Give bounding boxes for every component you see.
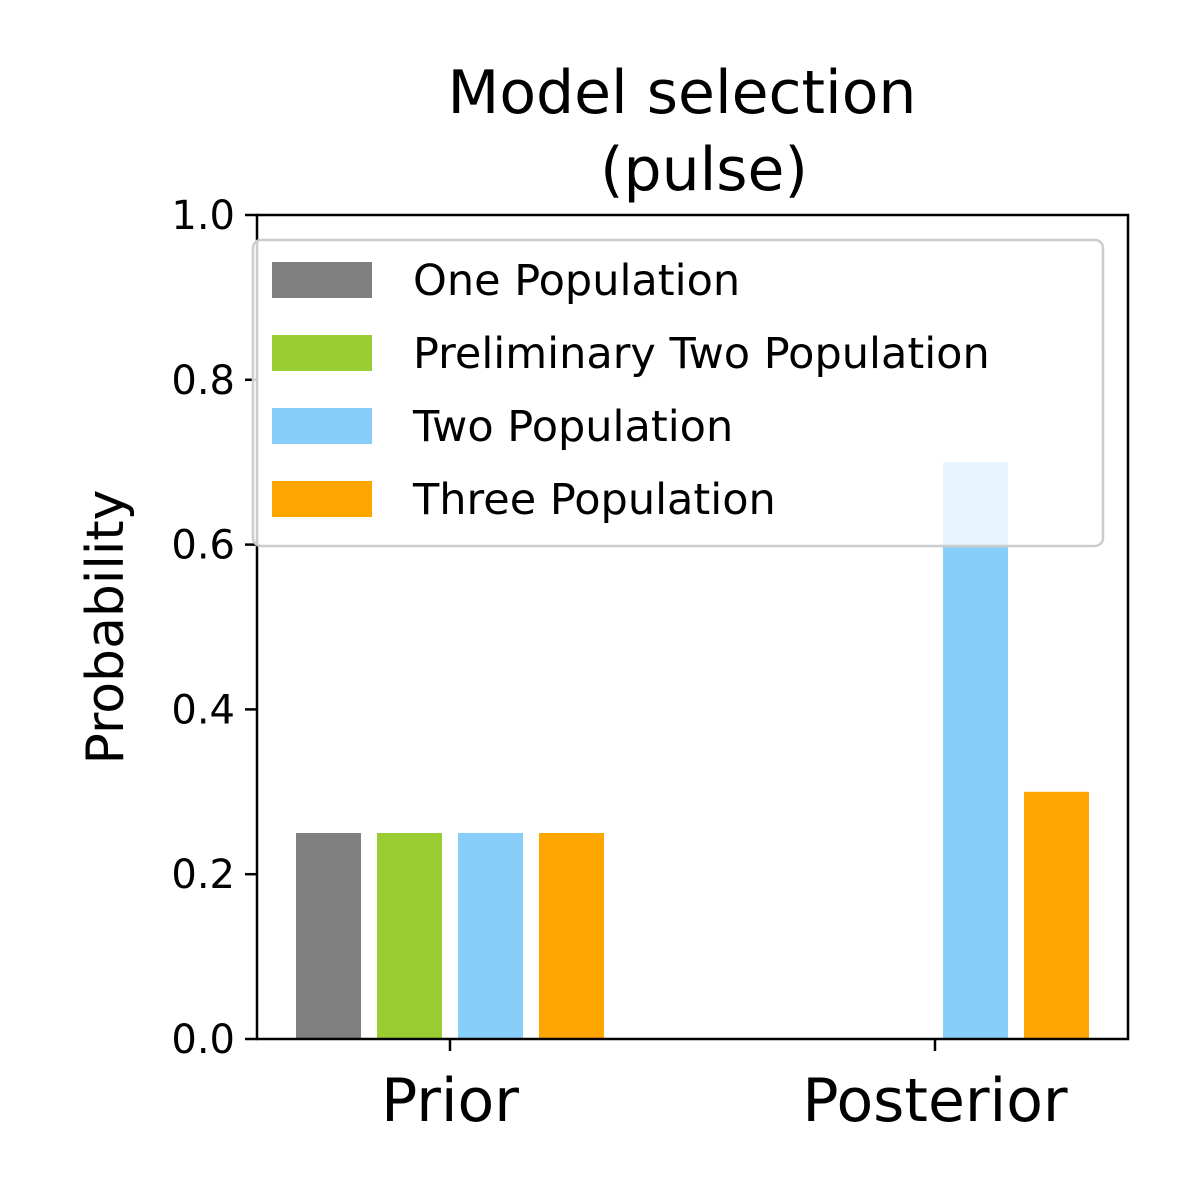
legend-swatch-one-population — [272, 262, 372, 298]
legend-label-two-population: Two Population — [412, 402, 733, 452]
y-tick-label: 1.0 — [171, 193, 235, 239]
plot-frame — [255, 213, 1130, 1041]
x-tick-label-posterior: Posterior — [802, 1066, 1067, 1136]
legend-box — [251, 238, 1105, 548]
y-axis-label: Probability — [76, 490, 136, 765]
legend-label-three-population: Three Population — [412, 475, 776, 525]
chart-title-line-2: (pulse) — [600, 135, 808, 205]
y-tick-label: 0.0 — [171, 1017, 235, 1063]
bar-two-population-prior — [458, 833, 523, 1039]
bar-three-population-posterior — [1024, 791, 1089, 1039]
y-tick-label: 0.6 — [171, 523, 235, 569]
legend-swatch-preliminary-two-population — [272, 335, 372, 371]
y-axis: 0.0 0.2 0.4 0.6 0.8 1.0 — [171, 193, 257, 1063]
legend: One Population Preliminary Two Population… — [251, 238, 1105, 548]
bar-two-population-posterior — [943, 462, 1008, 1039]
legend-label-preliminary-two-population: Preliminary Two Population — [413, 329, 990, 379]
legend-swatch-three-population — [272, 481, 372, 517]
bar-one-population-prior — [296, 833, 361, 1039]
bar-preliminary-two-population-prior — [377, 833, 442, 1039]
legend-label-one-population: One Population — [413, 256, 740, 306]
y-tick-label: 0.4 — [171, 687, 235, 733]
y-tick-label: 0.8 — [171, 358, 235, 404]
bars — [296, 462, 1089, 1039]
bar-three-population-prior — [539, 833, 604, 1039]
legend-swatch-two-population — [272, 408, 372, 444]
y-tick-label: 0.2 — [171, 852, 235, 898]
chart-title-line-1: Model selection — [448, 58, 917, 128]
x-tick-label-prior: Prior — [381, 1066, 519, 1136]
x-axis: Prior Posterior — [381, 1039, 1068, 1136]
